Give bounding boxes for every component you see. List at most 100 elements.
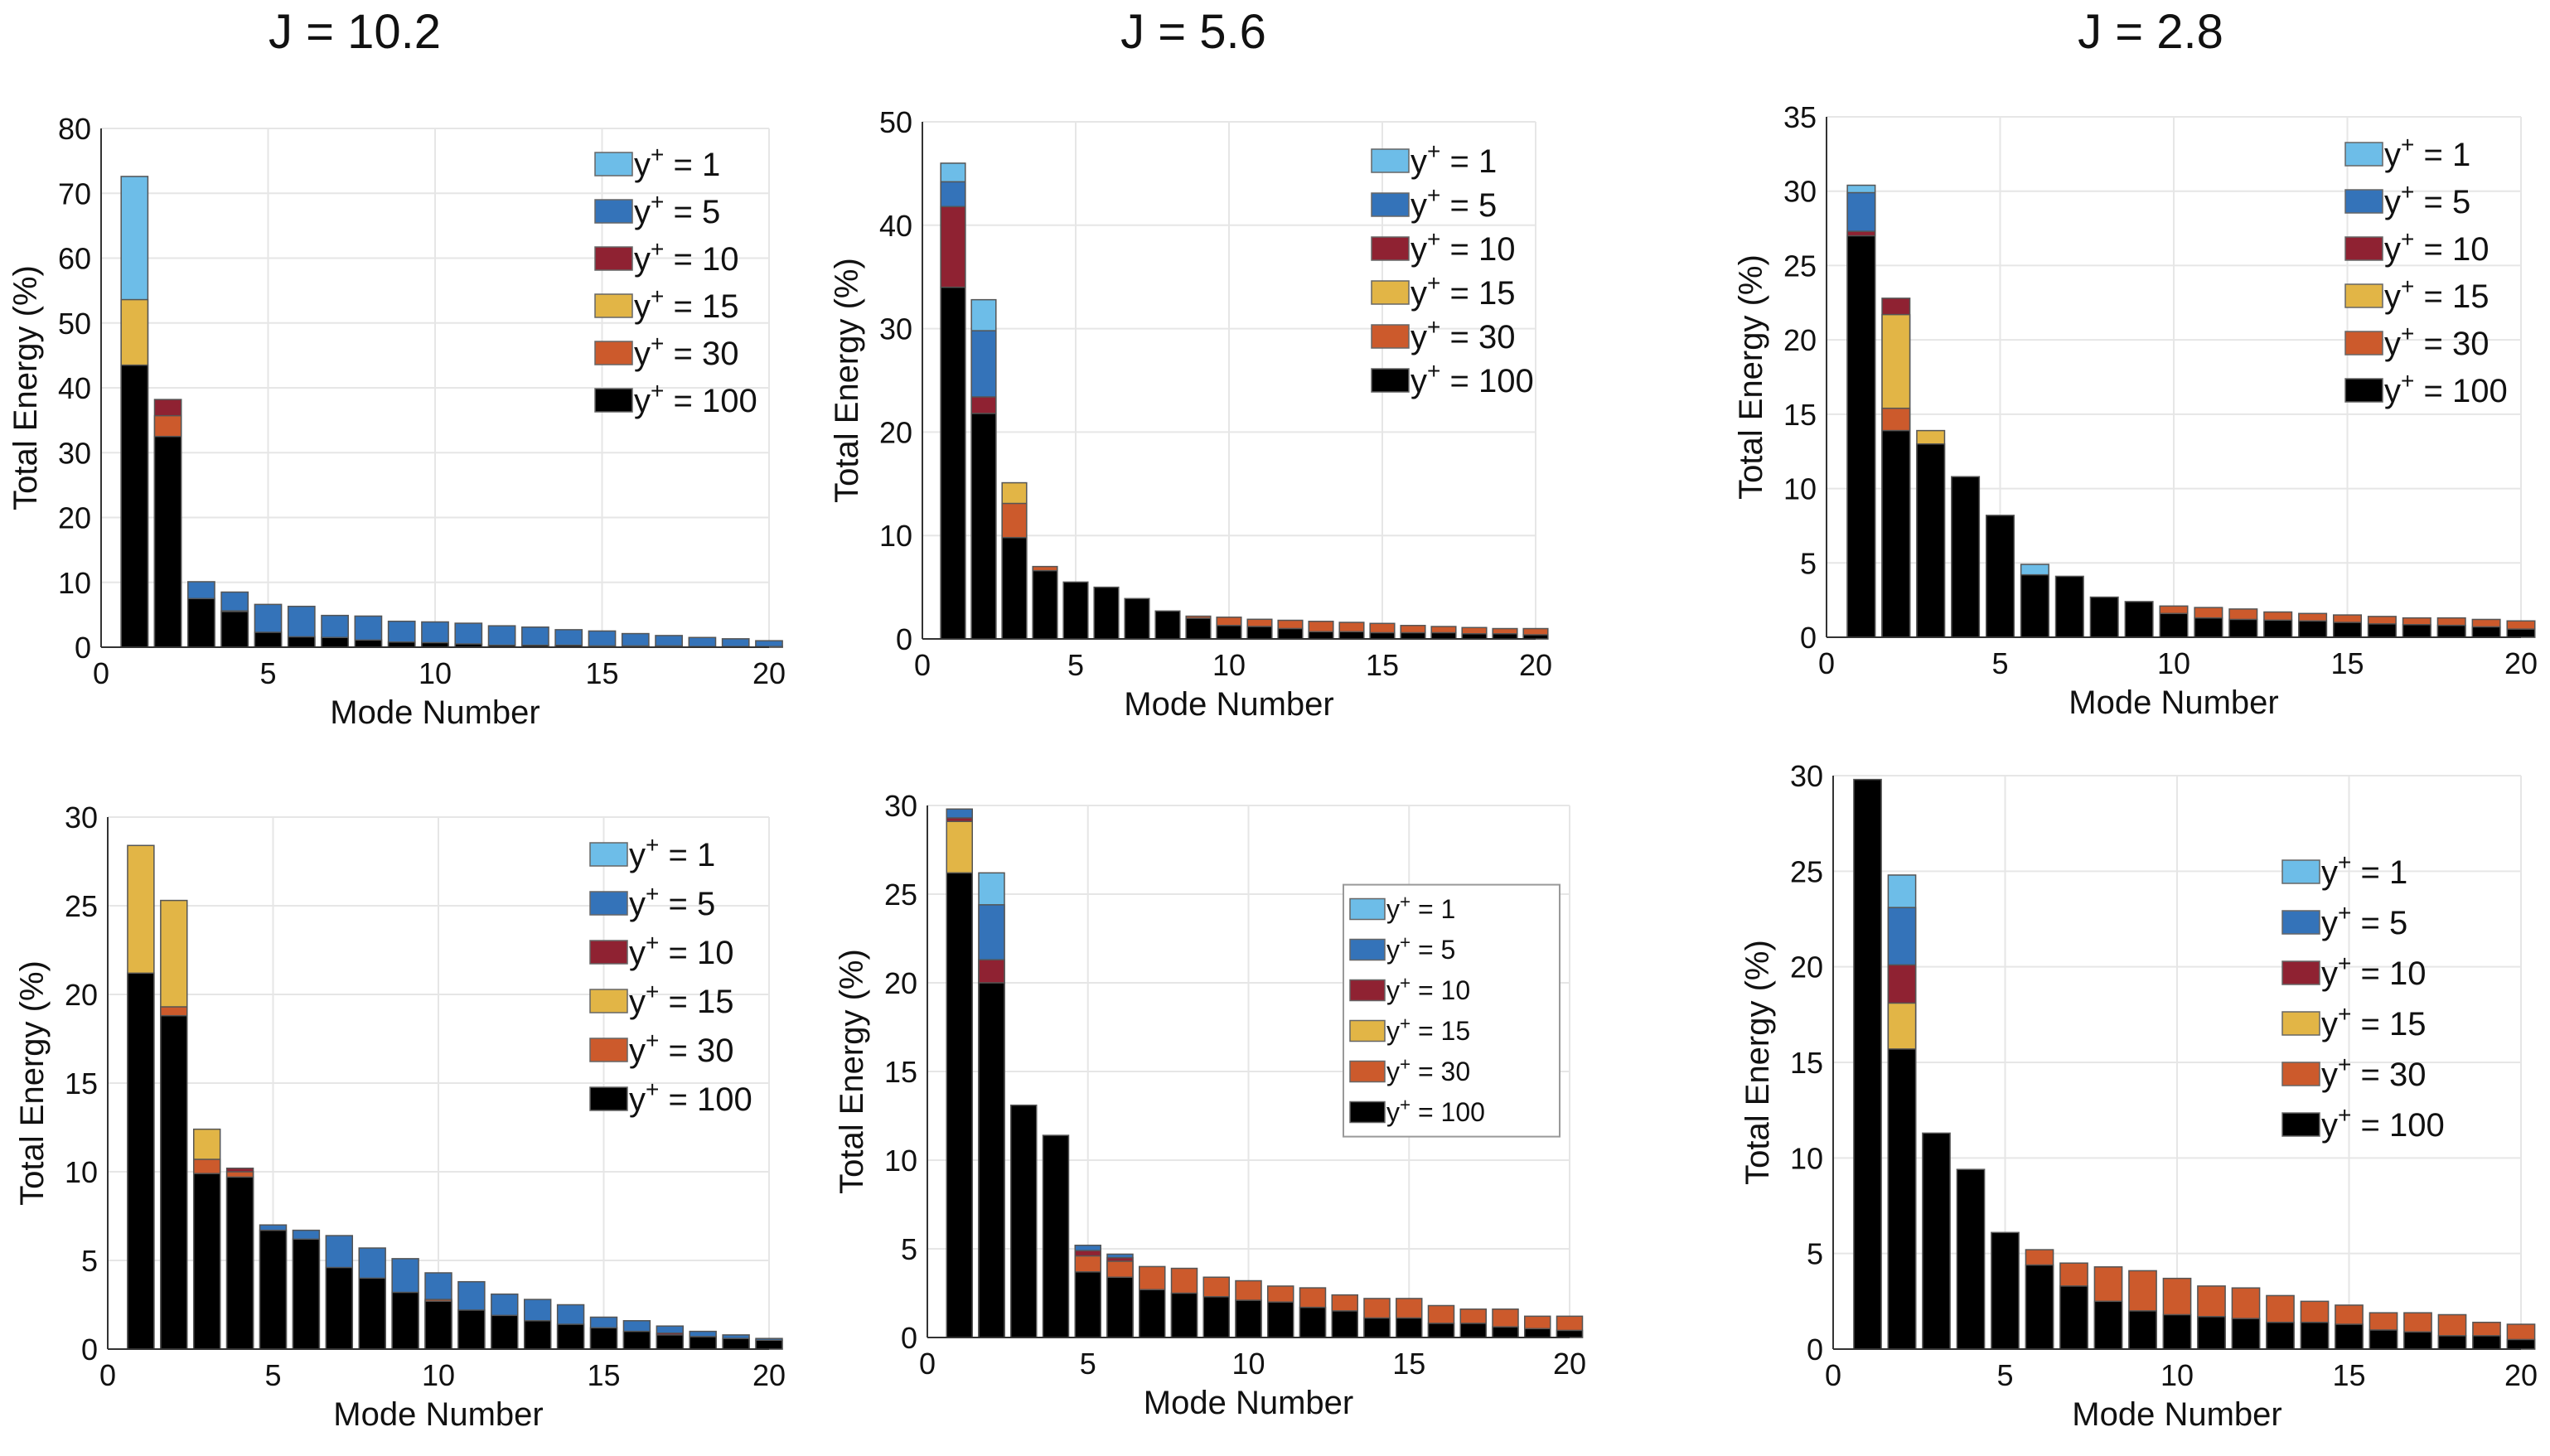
y-tick-label: 20 [1790,951,1823,984]
bar-mode-19-series-6 [2472,1335,2501,1350]
bar-mode-10-series-6 [2162,1313,2192,1350]
bar-mode-15-series-6 [2332,622,2363,638]
x-axis-label: Mode Number [330,694,540,731]
y-tick-label: 25 [1783,249,1817,283]
bar-mode-9-series-6 [391,1291,419,1350]
bar-mode-20-series-6 [1556,1329,1584,1338]
bar-mode-18-series-6 [2436,624,2466,638]
chart-panel-3: 0 5 10 15 20 25 30 35 0 5 10 15 20 Mode Number Total E… [1733,100,2538,721]
y-tick-label: 30 [58,436,91,470]
bar-mode-12-series-6 [491,1314,519,1350]
x-tick-label: 15 [1366,648,1399,682]
bar-mode-1-series-6 [940,286,966,640]
bar-mode-17-series-6 [1459,1323,1487,1338]
legend: y+ = 1y+ = 5y+ = 10y+ = 15y+ = 30y+ = 10… [1371,138,1534,399]
legend-swatch-1 [2281,859,2320,884]
x-tick-label: 5 [1991,646,2008,680]
bar-mode-8-series-6 [1170,1292,1198,1338]
bar-mode-4-series-6 [225,1176,254,1350]
bar-mode-9-series-6 [2128,1310,2157,1350]
legend-swatch-3 [594,246,633,271]
y-axis-label: Total Energy (%) [14,960,51,1206]
legend-label-1: y+ = 1 [634,142,720,183]
bar-mode-2-series-6 [970,413,997,640]
x-axis-label: Mode Number [2069,684,2278,721]
bar-mode-12-series-2 [487,625,516,648]
x-tick-label: 5 [1080,1347,1096,1381]
legend-label-2: y+ = 5 [2384,179,2470,220]
bar-mode-1-series-6 [946,872,973,1338]
bar-mode-5-series-6 [1062,581,1089,640]
chart-panel-5: 0 5 10 15 20 25 30 0 5 10 15 20 Mode Number Total Ene… [834,789,1586,1421]
legend-label-1: y+ = 1 [1410,138,1497,180]
bar-mode-15-series-6 [1396,1317,1423,1338]
legend-swatch-6 [2281,1112,2320,1137]
y-tick-label: 0 [81,1333,98,1367]
x-tick-label: 5 [1067,648,1084,682]
legend-swatch-4 [1371,280,1410,305]
legend-swatch-3 [2281,960,2320,985]
legend-swatch-3 [1371,236,1410,261]
y-tick-label: 20 [65,978,98,1012]
y-tick-label: 0 [896,622,912,656]
bar-mode-4-series-6 [1956,1168,1986,1350]
y-tick-label: 5 [81,1244,98,1278]
y-tick-label: 5 [1800,546,1817,580]
bar-mode-10-series-6 [2159,612,2189,638]
bar-mode-7-series-6 [1124,597,1150,640]
legend-label-3: y+ = 10 [1386,972,1470,1005]
legend-label-4: y+ = 15 [634,283,738,325]
x-tick-label: 0 [93,656,109,690]
bar-mode-17-series-6 [656,1334,685,1350]
bar-mode-16-series-6 [1400,631,1426,640]
column-title-j5: J = 5.6 [1120,5,1266,59]
bar-mode-1-series-6 [120,364,149,648]
legend-label-2: y+ = 5 [1410,182,1497,224]
bar-mode-15-series-6 [1369,631,1396,640]
y-tick-label: 10 [1783,472,1817,506]
y-tick-label: 40 [58,371,91,405]
legend-label-3: y+ = 10 [2384,226,2489,268]
x-tick-label: 20 [752,1358,786,1392]
bar-mode-12-series-6 [1299,1306,1327,1338]
legend-label-3: y+ = 10 [1410,226,1515,268]
legend-label-5: y+ = 30 [629,1028,733,1069]
x-tick-label: 0 [1818,646,1835,680]
column-title-j10: J = 10.2 [269,5,441,59]
x-tick-label: 15 [587,1358,620,1392]
bar-mode-18-series-2 [688,636,717,648]
x-tick-label: 5 [264,1358,281,1392]
legend-swatch-1 [1371,148,1410,173]
bar-mode-17-series-6 [2403,1331,2432,1350]
bar-mode-14-series-6 [1338,631,1365,640]
legend-swatch-1 [2344,142,2383,167]
bar-mode-16-series-6 [622,1330,651,1350]
legend-label-6: y+ = 100 [2321,1102,2445,1144]
bar-mode-6-series-6 [1093,586,1120,640]
bar-mode-5-series-6 [1074,1271,1101,1338]
x-tick-label: 20 [1519,648,1552,682]
bar-mode-3-series-6 [1001,536,1028,640]
legend-swatch-5 [1349,1060,1386,1083]
bar-mode-11-series-6 [457,1309,486,1350]
bar-mode-2-series-6 [978,982,1005,1338]
legend-swatch-1 [1349,897,1386,921]
x-tick-label: 10 [419,656,452,690]
x-tick-label: 0 [919,1347,936,1381]
legend-label-6: y+ = 100 [1410,358,1534,399]
bar-mode-8-series-6 [1154,610,1181,640]
bar-mode-9-series-6 [1202,1296,1230,1338]
y-tick-label: 15 [65,1067,98,1100]
x-tick-label: 20 [2504,646,2538,680]
chart-panel-6: 0 5 10 15 20 25 30 0 5 10 15 20 Mode Number Total Ene… [1740,759,2538,1433]
legend-label-1: y+ = 1 [1386,891,1455,924]
legend-label-1: y+ = 1 [2321,849,2407,891]
bar-mode-7-series-6 [325,1266,354,1350]
x-tick-label: 0 [914,648,931,682]
legend-swatch-2 [1371,192,1410,217]
legend-label-4: y+ = 15 [1386,1013,1470,1046]
bar-mode-10-series-6 [1235,1299,1262,1338]
x-tick-label: 10 [2160,1358,2194,1392]
